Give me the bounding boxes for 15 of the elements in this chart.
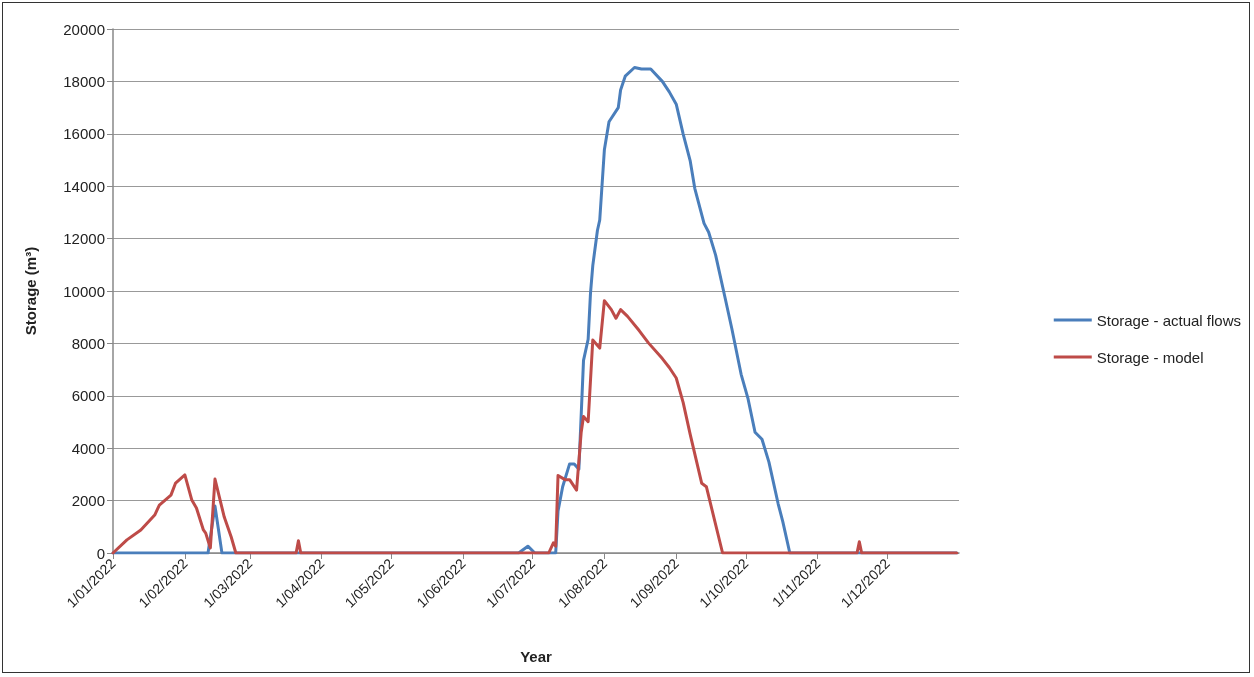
y-tick-label: 16000	[63, 125, 105, 143]
y-axis-title: Storage (m³)	[22, 246, 39, 336]
x-axis-title: Year	[520, 648, 553, 665]
y-tick-label: 18000	[63, 72, 105, 90]
y-tick-label: 8000	[71, 334, 105, 352]
y-tick-label: 2000	[71, 492, 105, 510]
y-tick-label: 10000	[63, 282, 105, 300]
y-tick-label: 20000	[63, 20, 105, 38]
legend-label: Storage - model	[1096, 348, 1204, 366]
y-tick-label: 14000	[63, 177, 105, 195]
legend-label: Storage - actual flows	[1096, 311, 1242, 329]
y-tick-label: 4000	[71, 439, 105, 457]
y-tick-label: 0	[96, 544, 105, 562]
y-tick-label: 12000	[63, 230, 105, 248]
y-tick-label: 6000	[71, 387, 105, 405]
